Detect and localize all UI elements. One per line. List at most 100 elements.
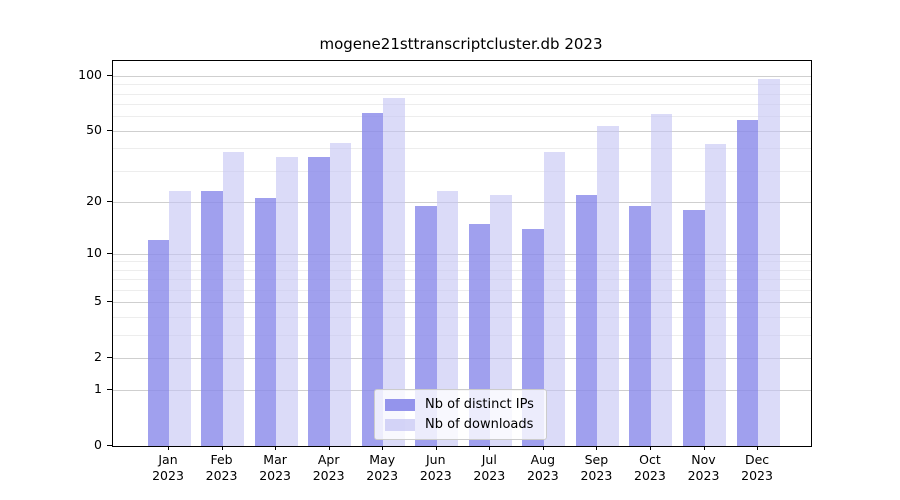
x-axis-month-label: Jan 2023 (138, 452, 198, 484)
bar-nb-of-downloads-mar (276, 156, 298, 446)
x-axis-month-label: Nov 2023 (674, 452, 734, 484)
legend-item-nb-of-distinct-ips: Nb of distinct IPs (385, 397, 534, 412)
bar-nb-of-downloads-oct (650, 113, 673, 446)
month-abbrev: Aug (530, 452, 556, 467)
month-year: 2023 (152, 468, 184, 483)
major-gridline (113, 76, 811, 77)
bar-nb-of-distinct-ips-mar (254, 198, 277, 446)
x-axis-month-label: Aug 2023 (513, 452, 573, 484)
month-year: 2023 (259, 468, 291, 483)
month-abbrev: Jun (425, 452, 446, 467)
month-year: 2023 (473, 468, 506, 483)
major-gridline (113, 253, 811, 255)
month-year: 2023 (419, 468, 452, 483)
month-abbrev: Mar (263, 452, 287, 467)
legend: Nb of distinct IPs Nb of downloads (374, 389, 547, 440)
minor-gridline (113, 269, 811, 271)
y-axis-tick-label: 0 (94, 437, 102, 452)
bar-nb-of-downloads-apr (329, 142, 352, 446)
y-axis-tick (107, 200, 112, 202)
minor-gridline (113, 289, 811, 291)
y-axis-tick (107, 445, 112, 446)
major-gridline (113, 302, 811, 304)
bar-nb-of-downloads-jul (490, 194, 512, 446)
month-year: 2023 (741, 468, 773, 483)
bar-nb-of-downloads-feb (222, 152, 245, 446)
bar-nb-of-downloads-jun (436, 191, 459, 446)
bar-nb-of-distinct-ips-apr (308, 156, 330, 446)
bar-nb-of-distinct-ips-may (361, 112, 384, 446)
legend-label-nb-of-distinct-ips: Nb of distinct IPs (425, 397, 534, 412)
y-axis-tick (107, 389, 112, 391)
legend-swatch-nb-of-downloads (385, 418, 415, 431)
month-abbrev: Feb (210, 452, 233, 467)
x-axis-month-label: Mar 2023 (245, 452, 305, 484)
y-axis-tick-label: 5 (94, 293, 102, 309)
bar-nb-of-downloads-dec (758, 79, 780, 446)
x-axis-month-label: Feb 2023 (192, 452, 252, 484)
minor-gridline (113, 104, 811, 106)
month-abbrev: Sep (584, 452, 609, 467)
x-axis-month-label: Jun 2023 (406, 452, 466, 484)
x-axis-tick (275, 446, 277, 450)
major-gridline (113, 201, 811, 203)
y-axis-tick-label: 50 (86, 121, 102, 137)
y-axis-tick-label: 1 (94, 381, 102, 397)
minor-gridline (113, 116, 811, 118)
bar-nb-of-distinct-ips-sep (575, 194, 598, 446)
month-abbrev: Nov (691, 452, 716, 467)
minor-gridline (113, 261, 811, 263)
y-axis-tick (107, 129, 112, 131)
x-axis-tick (542, 446, 544, 450)
bar-nb-of-downloads-sep (597, 126, 619, 446)
month-abbrev: Jan (158, 452, 178, 467)
x-axis-tick (435, 446, 437, 450)
bar-nb-of-downloads-may (383, 97, 405, 446)
legend-swatch-nb-of-distinct-ips (385, 398, 415, 411)
y-axis-tick (107, 252, 112, 254)
x-axis-tick (703, 446, 705, 450)
legend-label-nb-of-downloads: Nb of downloads (425, 417, 534, 432)
x-axis-month-label: Dec 2023 (727, 452, 787, 484)
month-year: 2023 (526, 468, 559, 483)
bar-nb-of-distinct-ips-dec (736, 120, 759, 446)
month-year: 2023 (366, 468, 399, 483)
minor-gridline (113, 334, 811, 336)
x-axis-month-label: Oct 2023 (620, 452, 680, 484)
x-axis-tick (757, 446, 759, 450)
x-axis-tick (168, 446, 169, 450)
bar-nb-of-distinct-ips-oct (629, 205, 651, 446)
month-year: 2023 (580, 468, 613, 483)
y-axis-tick (107, 356, 112, 358)
month-abbrev: May (369, 452, 396, 467)
x-axis-tick (596, 446, 598, 450)
bar-nb-of-downloads-aug (543, 152, 566, 446)
minor-gridline (113, 170, 811, 172)
x-axis-tick (649, 446, 651, 450)
chart-title: mogene21sttranscriptcluster.db 2023 (319, 35, 603, 53)
x-axis-month-label: Jul 2023 (459, 452, 519, 484)
bar-nb-of-distinct-ips-nov (683, 209, 705, 446)
x-axis-tick (221, 446, 223, 450)
month-abbrev: Jul (481, 452, 497, 467)
minor-gridline (113, 279, 811, 281)
month-abbrev: Oct (639, 452, 661, 467)
y-axis-tick-label: 2 (94, 348, 102, 364)
bar-nb-of-distinct-ips-feb (201, 191, 223, 446)
month-year: 2023 (687, 468, 720, 483)
x-axis-month-label: Sep 2023 (566, 452, 626, 484)
minor-gridline (113, 84, 811, 86)
bar-nb-of-downloads-nov (704, 144, 726, 446)
y-axis-tick-label: 100 (78, 67, 102, 82)
bar-nb-of-distinct-ips-jun (415, 205, 437, 446)
y-axis-tick (107, 75, 112, 76)
bar-nb-of-distinct-ips-jan (147, 240, 169, 446)
month-year: 2023 (634, 468, 666, 483)
month-year: 2023 (205, 468, 238, 483)
minor-gridline (113, 148, 811, 150)
month-year: 2023 (312, 468, 345, 483)
x-axis-tick (382, 446, 384, 450)
bar-nb-of-downloads-jan (169, 191, 191, 446)
x-axis-month-label: Apr 2023 (299, 452, 359, 484)
